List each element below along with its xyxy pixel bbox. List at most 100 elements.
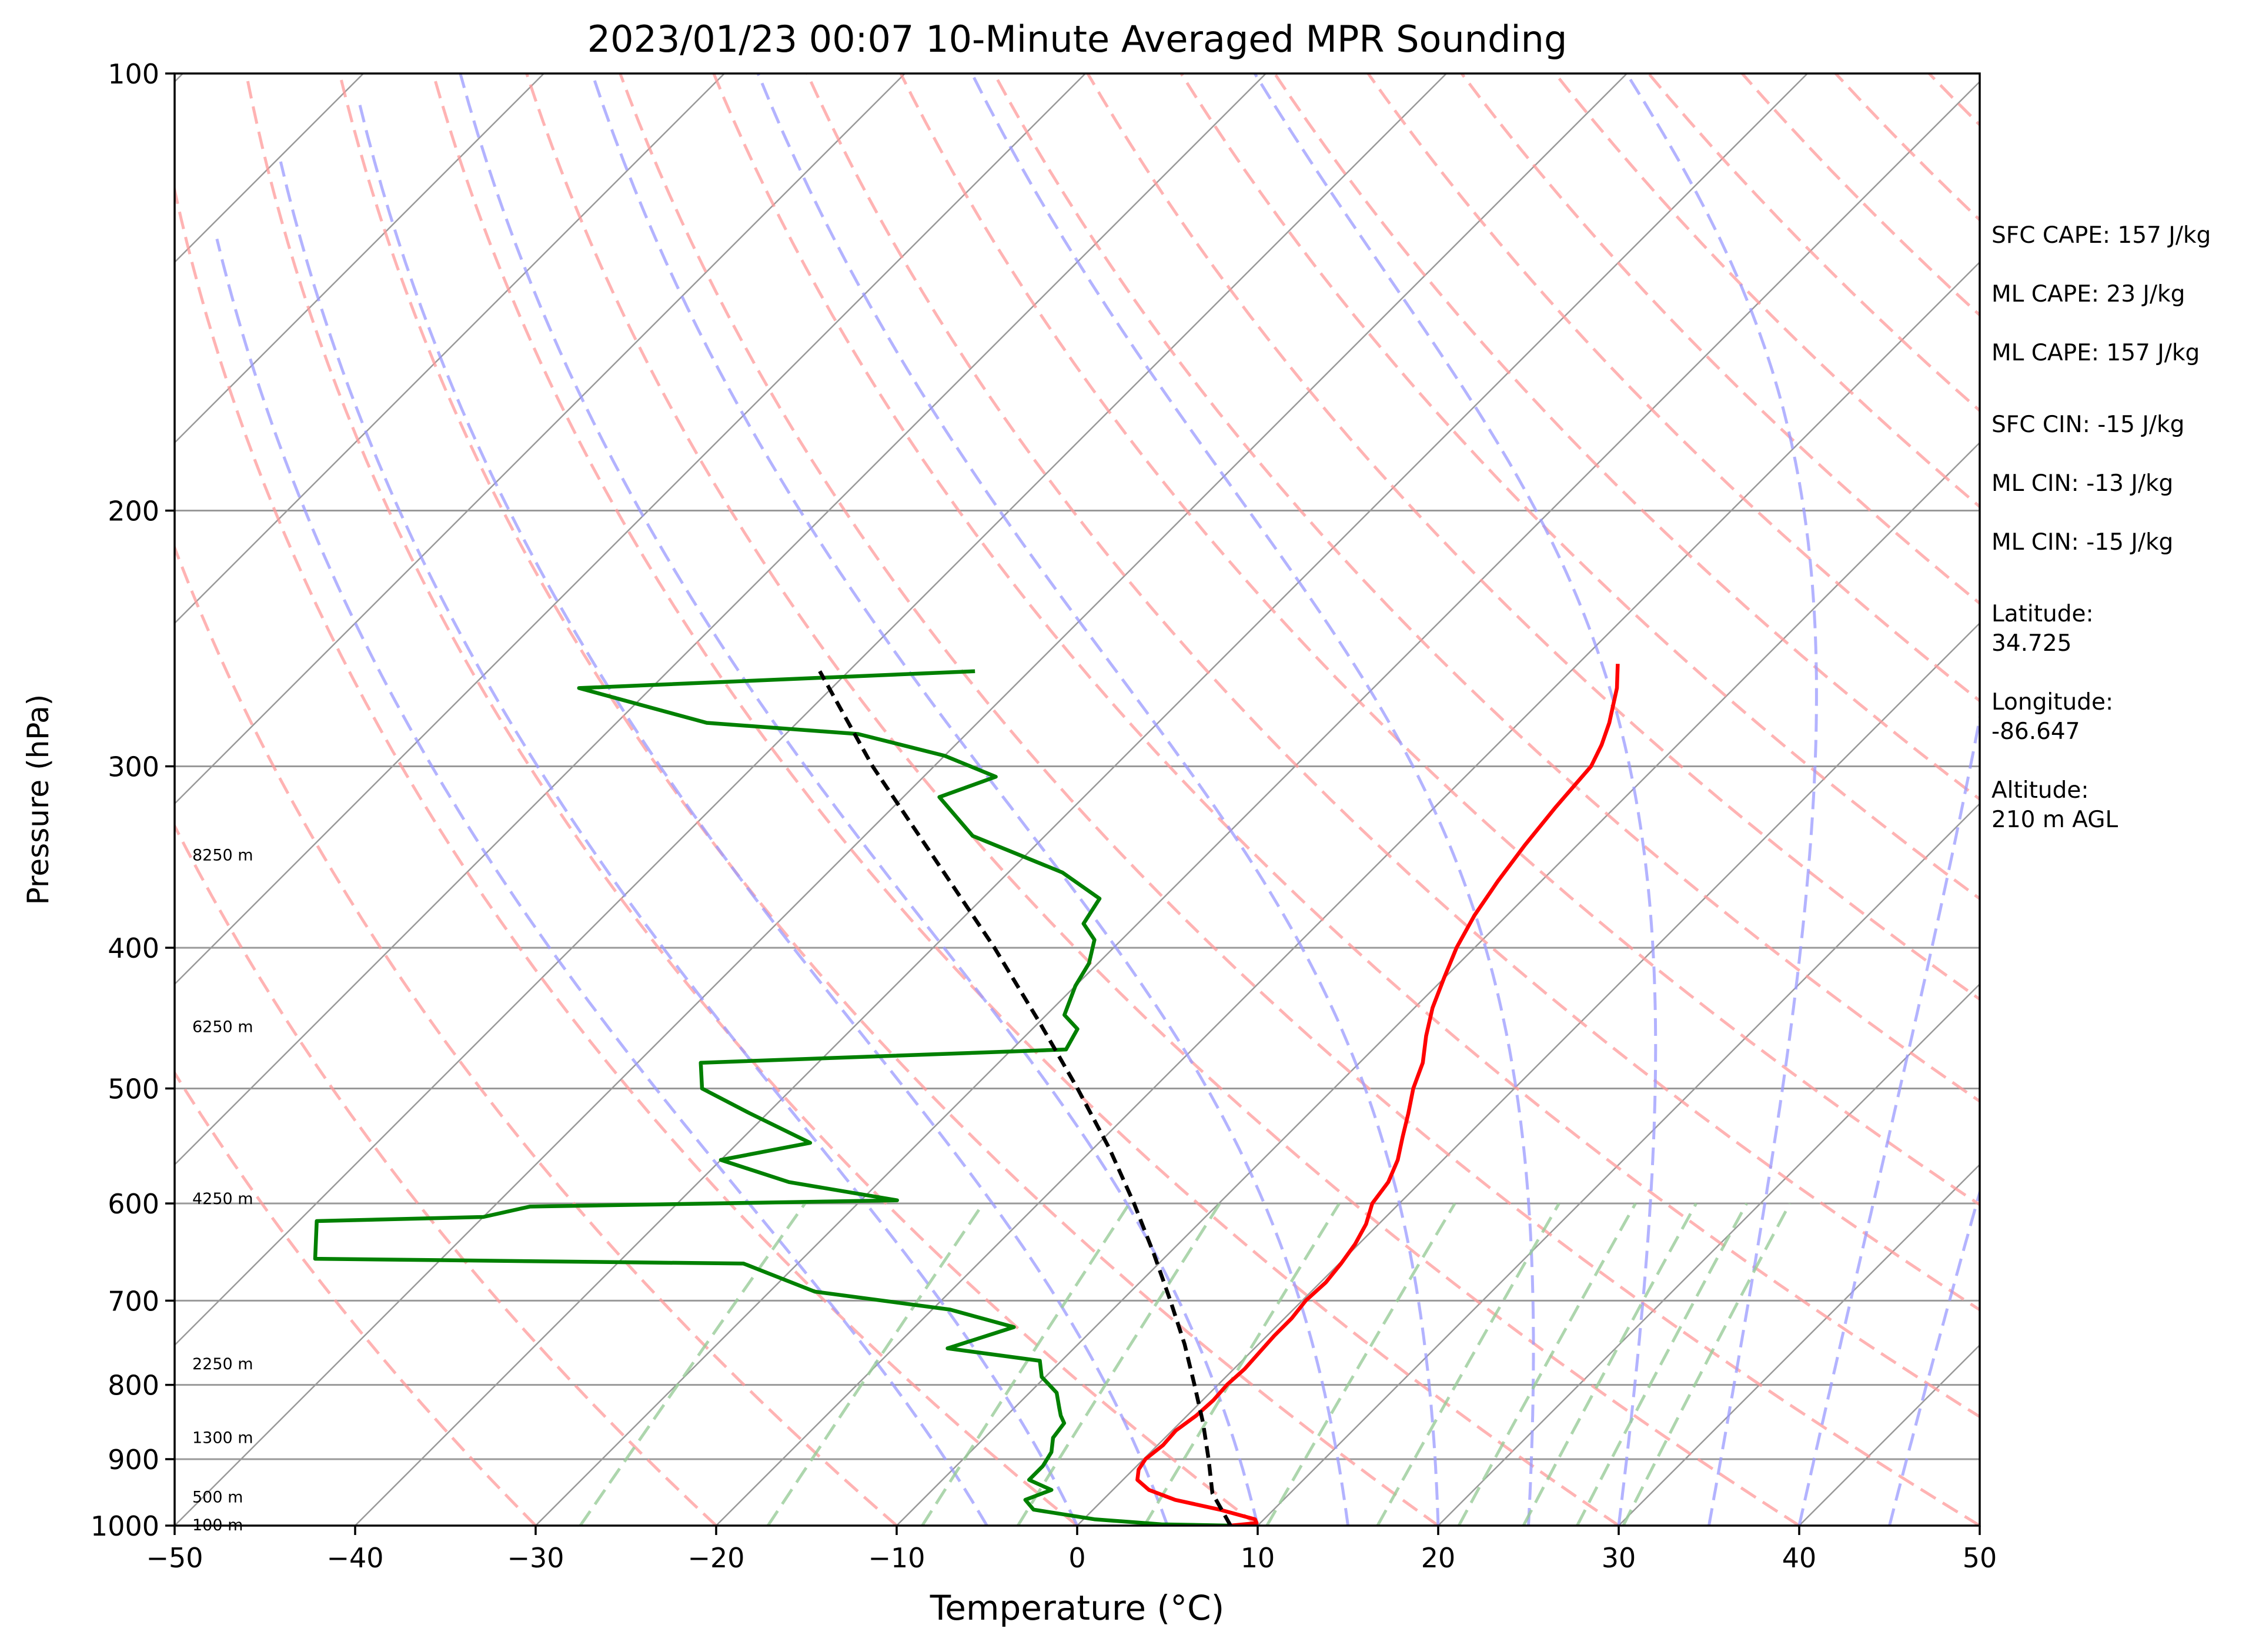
isotherm-line-12 <box>535 81 1980 1526</box>
x-tick-label-5: 0 <box>1068 1542 1085 1574</box>
y-axis-title: Pressure (hPa) <box>21 694 55 905</box>
mixing-ratio-line-7 <box>1457 1202 1637 1526</box>
latitude-value: 34.725 <box>1991 630 2071 657</box>
moist-adiabat-4 <box>590 73 1349 1526</box>
dry-adiabat-4 <box>245 73 1259 1526</box>
x-tick-label-6: 10 <box>1241 1542 1275 1574</box>
y-tick-label-5: 600 <box>108 1188 159 1220</box>
x-axis-title: Temperature (°C) <box>930 1588 1225 1628</box>
dry-adiabat-13 <box>1086 73 1980 1001</box>
isotherm-line-7 <box>175 73 1086 985</box>
mixing-ratio-line-3 <box>1017 1202 1221 1526</box>
stats-panel: SFC CAPE: 157 J/kg ML CAPE: 23 J/kg ML C… <box>1991 222 2211 833</box>
mixing-ratio-line-9 <box>1576 1202 1748 1526</box>
x-tick-label-0: −50 <box>146 1542 203 1574</box>
isotherm-line-5 <box>175 73 725 624</box>
height-label-0: 8250 m <box>192 846 253 864</box>
isotherm-line-4 <box>175 73 544 444</box>
profile-lines <box>313 664 1620 1526</box>
moist-adiabat-6 <box>970 73 1535 1526</box>
x-tick-label-3: −20 <box>687 1542 744 1574</box>
height-label-6: 100 m <box>192 1516 243 1534</box>
dry-adiabat-0 <box>175 1070 537 1526</box>
isotherm-line-14 <box>896 442 1980 1526</box>
dry-adiabat-8 <box>619 73 1980 1526</box>
moist-adiabat-2 <box>358 103 1169 1526</box>
moist-adiabat-10 <box>1888 1187 1980 1526</box>
parcel-profile-line <box>818 670 1232 1526</box>
chart-title: 2023/01/23 00:07 10-Minute Averaged MPR … <box>587 18 1568 61</box>
dewpoint-profile-line <box>313 669 1231 1526</box>
dry-adiabat-14 <box>1179 73 1980 901</box>
x-tick-label-8: 30 <box>1602 1542 1636 1574</box>
isotherm-line-8 <box>175 73 1266 1166</box>
x-tick-label-4: −10 <box>868 1542 925 1574</box>
mixing-ratio-line-6 <box>1376 1202 1560 1526</box>
height-label-3: 2250 m <box>192 1355 253 1373</box>
longitude-value: -86.647 <box>1991 718 2080 745</box>
longitude-label: Longitude: <box>1991 689 2113 715</box>
mixing-ratio-line-10 <box>1622 1202 1792 1526</box>
dry-adiabat-6 <box>432 73 1620 1526</box>
ml-cape-text-2: ML CAPE: 157 J/kg <box>1991 340 2200 366</box>
isotherm-line-17 <box>1438 983 1980 1526</box>
x-tick-label-1: −40 <box>326 1542 383 1574</box>
moist-adiabat-5 <box>756 73 1440 1526</box>
y-tick-label-2: 300 <box>108 751 159 782</box>
dry-adiabat-5 <box>338 73 1439 1526</box>
mixing-ratio-line-5 <box>1265 1202 1456 1526</box>
height-label-5: 500 m <box>192 1489 243 1507</box>
dry-adiabat-16 <box>1366 73 1980 703</box>
height-labels: 8250 m 6250 m 4250 m 2250 m 1300 m 500 m 100 m <box>192 846 253 1534</box>
dry-adiabat-9 <box>712 73 1980 1419</box>
isotherm-line-16 <box>1257 802 1980 1526</box>
x-tick-label-10: 50 <box>1963 1542 1997 1574</box>
mixing-ratio-line-2 <box>921 1202 1131 1526</box>
isotherm-line-10 <box>175 73 1628 1526</box>
mixing-ratio-line-8 <box>1522 1202 1697 1526</box>
axis-ticks: −50 −40 −30 −20 −10 0 10 20 30 40 50 100 200 300 400 50… <box>91 58 1997 1574</box>
y-tick-label-6: 700 <box>108 1285 159 1317</box>
moist-adiabat-0 <box>215 238 988 1526</box>
moist-adiabat-8 <box>1625 73 1818 1526</box>
x-tick-label-2: −30 <box>507 1542 564 1574</box>
dry-adiabat-18 <box>1553 73 1980 509</box>
y-tick-label-1: 200 <box>108 496 159 527</box>
y-tick-label-7: 800 <box>108 1370 159 1402</box>
x-tick-label-7: 20 <box>1421 1542 1456 1574</box>
altitude-label: Altitude: <box>1991 777 2089 804</box>
isotherm-line-18 <box>1618 1163 1980 1526</box>
moist-adiabat-7 <box>1253 73 1658 1526</box>
isotherm-line-11 <box>355 73 1808 1526</box>
x-tick-label-9: 40 <box>1782 1542 1817 1574</box>
isotherm-line-15 <box>1077 622 1980 1526</box>
mixing-ratio-line-1 <box>767 1202 985 1526</box>
ml-cin-text: ML CIN: -13 J/kg <box>1991 470 2173 497</box>
y-tick-label-0: 100 <box>108 58 159 90</box>
y-tick-label-9: 1000 <box>91 1510 159 1542</box>
dry-adiabat-10 <box>806 73 1980 1312</box>
ml-cin-text-2: ML CIN: -15 J/kg <box>1991 529 2173 556</box>
dry-adiabat-3 <box>175 183 1078 1526</box>
sfc-cape-text: SFC CAPE: 157 J/kg <box>1991 222 2211 249</box>
isotherm-line-6 <box>175 73 905 805</box>
height-label-1: 6250 m <box>192 1018 253 1036</box>
mixing-ratio-line-4 <box>1143 1202 1341 1526</box>
latitude-label: Latitude: <box>1991 601 2094 627</box>
mixing-ratio-line-0 <box>579 1202 807 1526</box>
temperature-profile-line <box>1135 664 1620 1526</box>
sfc-cin-text: SFC CIN: -15 J/kg <box>1991 412 2184 438</box>
y-tick-label-8: 900 <box>108 1444 159 1476</box>
moist-adiabat-1 <box>279 161 1079 1526</box>
height-label-4: 1300 m <box>192 1429 253 1447</box>
reference-lines <box>175 73 1980 1526</box>
isotherm-line-9 <box>175 73 1447 1346</box>
dry-adiabat-11 <box>899 73 1980 1207</box>
y-tick-label-4: 500 <box>108 1073 159 1105</box>
moist-adiabat-3 <box>459 73 1259 1526</box>
dry-adiabat-2 <box>175 543 898 1526</box>
dry-adiabat-12 <box>993 73 1980 1103</box>
isotherm-line-13 <box>716 261 1980 1526</box>
moist-adiabat-9 <box>1797 711 1980 1526</box>
